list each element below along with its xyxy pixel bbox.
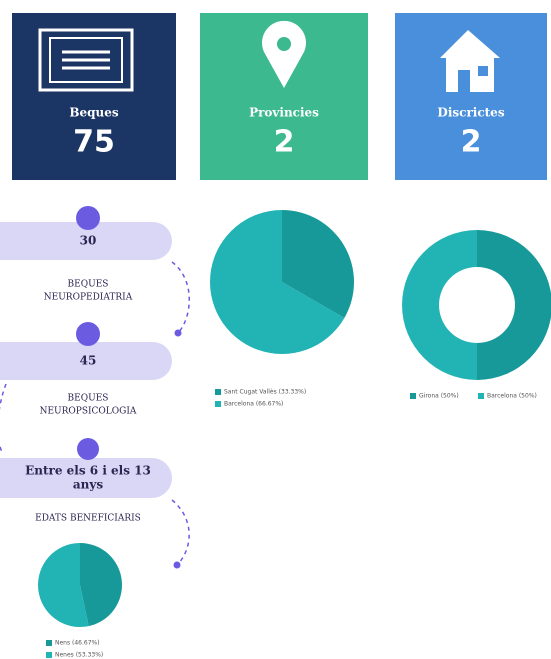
legend-swatch xyxy=(46,640,52,646)
pill xyxy=(0,342,172,380)
step-circle xyxy=(77,438,99,460)
donut-slice xyxy=(477,230,551,380)
icon-certificate xyxy=(38,28,134,92)
step-value: Entre els 6 i els 13 xyxy=(25,464,151,478)
step-value: 30 xyxy=(80,234,97,248)
card-value: 2 xyxy=(274,125,295,160)
pie-slice xyxy=(80,543,123,627)
step-label: NEUROPSICOLOGIA xyxy=(40,407,137,417)
step-label: BEQUES xyxy=(68,280,109,290)
dot xyxy=(173,561,181,569)
legend-swatch xyxy=(215,401,221,407)
step-circle xyxy=(76,206,100,230)
legend-swatch xyxy=(215,389,221,395)
pie-slice xyxy=(282,210,355,318)
step-value: anys xyxy=(73,478,103,492)
connector xyxy=(0,261,190,566)
legend-swatch xyxy=(46,652,52,658)
step-circle xyxy=(76,322,100,346)
pill xyxy=(0,222,172,260)
dot xyxy=(174,329,182,337)
icon-pin xyxy=(262,20,306,89)
step-label: EDATS BENEFICIARIS xyxy=(35,514,141,524)
card-label: Beques xyxy=(69,106,119,120)
step-value: 45 xyxy=(80,354,97,368)
donut-slice xyxy=(402,230,477,380)
pie-slice xyxy=(38,543,89,627)
card-value: 2 xyxy=(461,125,482,160)
pie-slice xyxy=(210,210,345,354)
legend-label: Barcelona (50%) xyxy=(487,393,537,400)
legend-label: Girona (50%) xyxy=(419,393,459,400)
card-value: 75 xyxy=(73,125,115,160)
card-label: Discrictes xyxy=(437,106,504,120)
step-label: NEUROPEDIATRIA xyxy=(44,293,133,303)
pill xyxy=(0,458,172,498)
card-label: Provincies xyxy=(249,106,319,120)
legend-swatch xyxy=(410,393,416,399)
legend-swatch xyxy=(478,393,484,399)
icon-house xyxy=(440,30,500,92)
legend-label: Nens (46.67%) xyxy=(55,640,100,647)
step-label: BEQUES xyxy=(68,394,109,404)
legend-label: Sant Cugat Vallès (33.33%) xyxy=(224,389,306,396)
legend-label: Barcelona (66.67%) xyxy=(224,401,283,408)
legend-label: Nenes (53.33%) xyxy=(55,652,103,659)
